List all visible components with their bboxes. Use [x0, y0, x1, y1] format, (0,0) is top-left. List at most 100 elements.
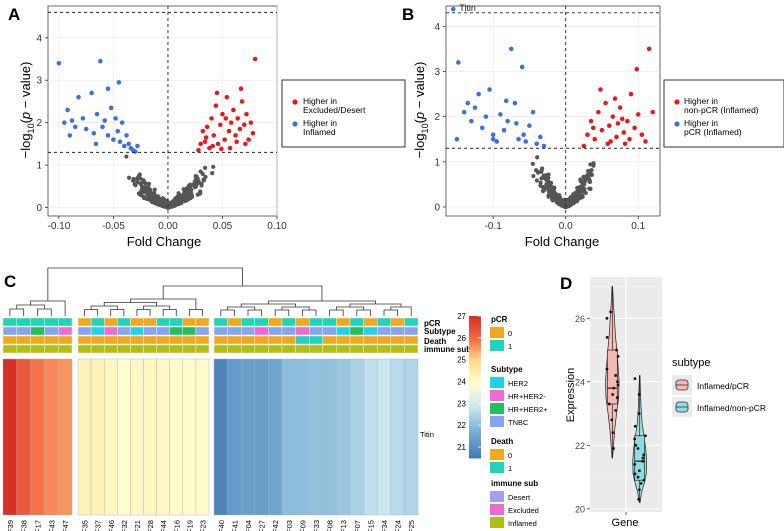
data-point-down [83, 126, 89, 132]
data-point-up [639, 132, 645, 138]
annotation-cell [363, 335, 378, 345]
annotation-cell [281, 335, 296, 345]
y-tick-label: 4 [36, 33, 42, 44]
y-tick-label-d: 20 [575, 504, 585, 514]
data-point-ns [535, 170, 541, 175]
annotation-titin: Titin [459, 3, 476, 13]
y-label-mid-a: ( [18, 118, 33, 123]
heatmap-cell [2, 358, 18, 516]
colorbar-segment [469, 320, 481, 324]
annotation-cell [182, 317, 197, 327]
annotation-cell [281, 326, 296, 336]
data-point-ns [124, 154, 129, 159]
data-point-down [461, 109, 467, 115]
jitter-point [637, 488, 641, 492]
data-point-down [512, 100, 518, 106]
jitter-point [633, 424, 637, 428]
heatmap-cell [44, 358, 59, 516]
data-point-down [487, 87, 492, 92]
sample-label: F44 [159, 520, 168, 531]
annotation-cell [336, 335, 351, 345]
jitter-point [612, 447, 615, 450]
y-tick-label: 2 [434, 112, 440, 123]
legend-box-a [281, 79, 406, 148]
colorbar-tick-label: 25 [457, 356, 466, 365]
heatmap-cell [182, 358, 197, 516]
data-point-ns [555, 194, 560, 199]
data-point-up [203, 135, 209, 140]
annotation-cell [377, 335, 392, 345]
heatmap-cell [195, 358, 210, 516]
colorbar-segment [469, 415, 481, 419]
jitter-point [615, 396, 619, 400]
annotation-cell [404, 326, 419, 336]
legend-a: Higher in Excluded/Desert Higher in Infl… [281, 79, 406, 148]
annotation-cell [295, 326, 310, 336]
data-point-ns [195, 176, 200, 181]
annotation-cell [390, 344, 405, 354]
heatmap-cell [240, 358, 255, 516]
data-point-down [516, 136, 521, 142]
data-point-ns [203, 174, 208, 180]
y-label-sub-b: 10 [420, 123, 430, 133]
colorbar-tick-label: 21 [457, 443, 466, 452]
volcano-plot-a: A −log10(p − value) Fold Change Higher i… [8, 5, 406, 249]
annotation-cell [182, 326, 197, 336]
legend-title-pcr: pCR [491, 315, 508, 324]
y-label-prefix-b: −log [412, 133, 427, 158]
colorbar-segment [469, 325, 481, 329]
data-point-up [196, 147, 201, 153]
legend-label-death-0: 0 [508, 451, 512, 460]
data-point-ns [200, 171, 205, 177]
data-point-up [615, 121, 621, 126]
annotation-cell [169, 335, 183, 345]
jitter-point [610, 418, 614, 422]
data-point-up [215, 141, 221, 147]
data-point-up [250, 130, 256, 136]
colorbar-segment [469, 422, 481, 426]
data-point-down [91, 130, 97, 136]
annotation-cell [156, 335, 170, 345]
annotation-cell [363, 326, 378, 336]
annotation-cell [227, 335, 242, 345]
sample-label: F24 [394, 520, 403, 531]
data-point-ns [146, 196, 151, 201]
annotation-cell [182, 344, 197, 354]
data-point-down [113, 116, 118, 121]
legend-label-a-down-1: Higher in [303, 118, 337, 128]
y-axis-label-d: Expression [565, 368, 577, 422]
heatmap-cell [281, 358, 296, 516]
annotation-cell [390, 317, 405, 327]
data-point-up [198, 141, 203, 147]
x-tick-label: 0.1 [631, 221, 645, 232]
sample-label: F07 [353, 520, 362, 531]
data-point-down [108, 105, 114, 111]
data-point-up [227, 145, 233, 151]
jitter-point [633, 462, 637, 466]
data-point-down [93, 141, 99, 147]
colorbar-segment [469, 356, 481, 360]
jitter-point [633, 472, 637, 476]
sample-label: F09 [298, 520, 307, 531]
sample-label: F08 [326, 520, 335, 531]
data-point-ns [176, 201, 182, 207]
annotation-cell [30, 317, 45, 327]
data-point-ns [155, 199, 160, 205]
data-point-ns [530, 161, 535, 166]
annotation-cell [254, 335, 269, 345]
colorbar-segment [469, 450, 481, 454]
sample-label: F16 [172, 520, 181, 531]
colorbar-segment [469, 365, 481, 369]
data-point-down [527, 123, 532, 128]
heatmap-cell [363, 358, 378, 516]
annotation-cell [349, 344, 364, 354]
legend-swatch-subtype-tnbc [490, 416, 504, 427]
heatmap-panel-c: C pCR Subtype Death immune sub Titin pCR… [2, 267, 548, 531]
dendrogram [9, 267, 412, 316]
annotation-cell [268, 317, 283, 327]
data-point-up [608, 139, 613, 144]
heatmap-cell [16, 358, 31, 516]
jitter-point [609, 310, 613, 314]
data-point-up [226, 128, 232, 134]
jitter-point [605, 367, 609, 371]
